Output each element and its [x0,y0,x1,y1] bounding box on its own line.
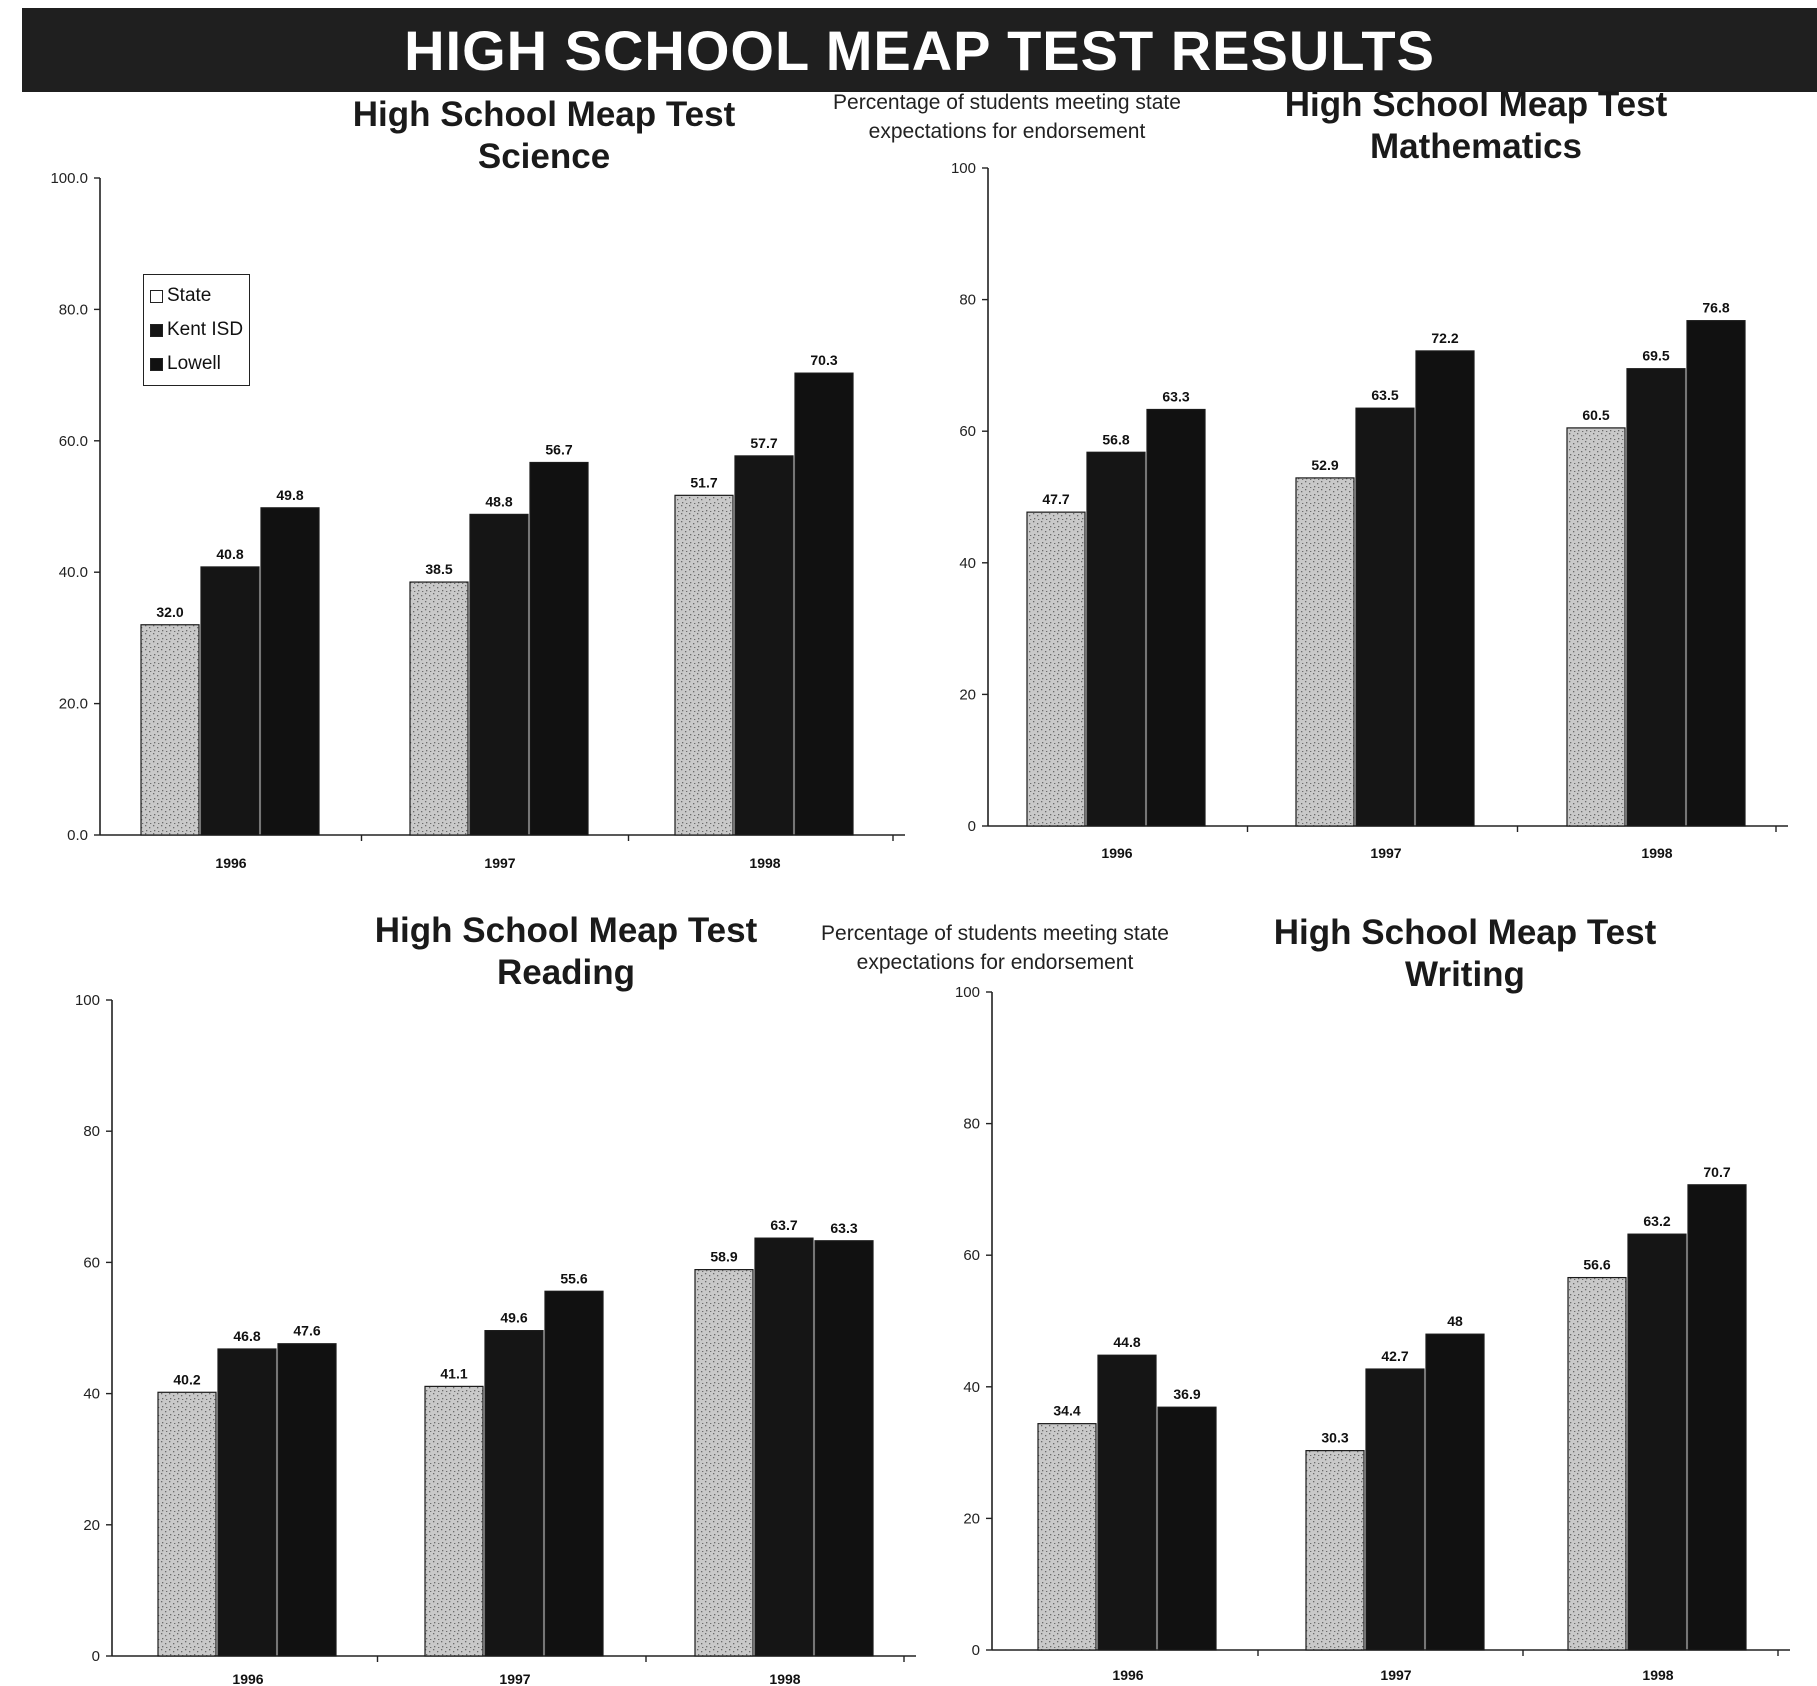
chart-legend: State Kent ISD Lowell [143,274,251,386]
data-label: 70.3 [810,352,837,368]
caption-bottom: Percentage of students meeting state exp… [821,922,1169,974]
chart-title-line-2: Science [477,137,611,176]
data-label: 51.7 [690,474,717,490]
bar-lowell-1997 [529,461,589,836]
legend-item-lowell: Lowell [150,347,243,381]
legend-item-state: State [150,279,243,313]
bar-lowell-1996 [260,507,320,836]
page-banner: HIGH SCHOOL MEAP TEST RESULTS [22,8,1817,92]
bar-state-1997 [409,581,469,836]
bar-state-1996 [140,624,200,836]
y-tick-label: 0.0 [67,827,88,844]
bar-kent-isd-1997 [469,513,529,836]
legend-swatch-lowell [150,357,163,371]
data-label: 57.7 [750,435,777,451]
legend-swatch-kent-isd [150,323,163,337]
data-label: 56.7 [545,441,572,457]
caption-top: Percentage of students meeting state exp… [833,91,1181,143]
bar-kent-isd-1998 [734,455,794,836]
x-tick-label: 1998 [749,855,780,871]
chart-title: High School Meap Test Science [344,94,744,178]
y-tick-label: 60.0 [59,433,88,450]
legend-label-kent-isd: Kent ISD [167,319,244,340]
data-label: 40.8 [216,546,243,562]
x-tick-label: 1996 [215,855,246,871]
x-tick-label: 1997 [484,855,515,871]
y-tick-label: 40.0 [59,564,88,581]
data-label: 38.5 [425,561,452,577]
data-label: 49.8 [276,487,303,503]
y-tick-label: 80.0 [59,301,88,318]
y-tick-label: 100.0 [50,170,88,187]
legend-label-state: State [167,285,212,306]
bar-kent-isd-1996 [200,566,260,836]
y-tick-label: 20.0 [59,696,88,713]
legend-swatch-state [150,289,163,303]
data-label: 48.8 [485,493,512,509]
bar-lowell-1998 [794,372,854,836]
legend-item-kent-isd: Kent ISD [150,313,243,347]
data-label: 32.0 [156,604,183,620]
bar-state-1998 [674,494,734,836]
legend-label-lowell: Lowell [167,353,221,374]
chart-title-line-1: High School Meap Test [352,95,736,134]
